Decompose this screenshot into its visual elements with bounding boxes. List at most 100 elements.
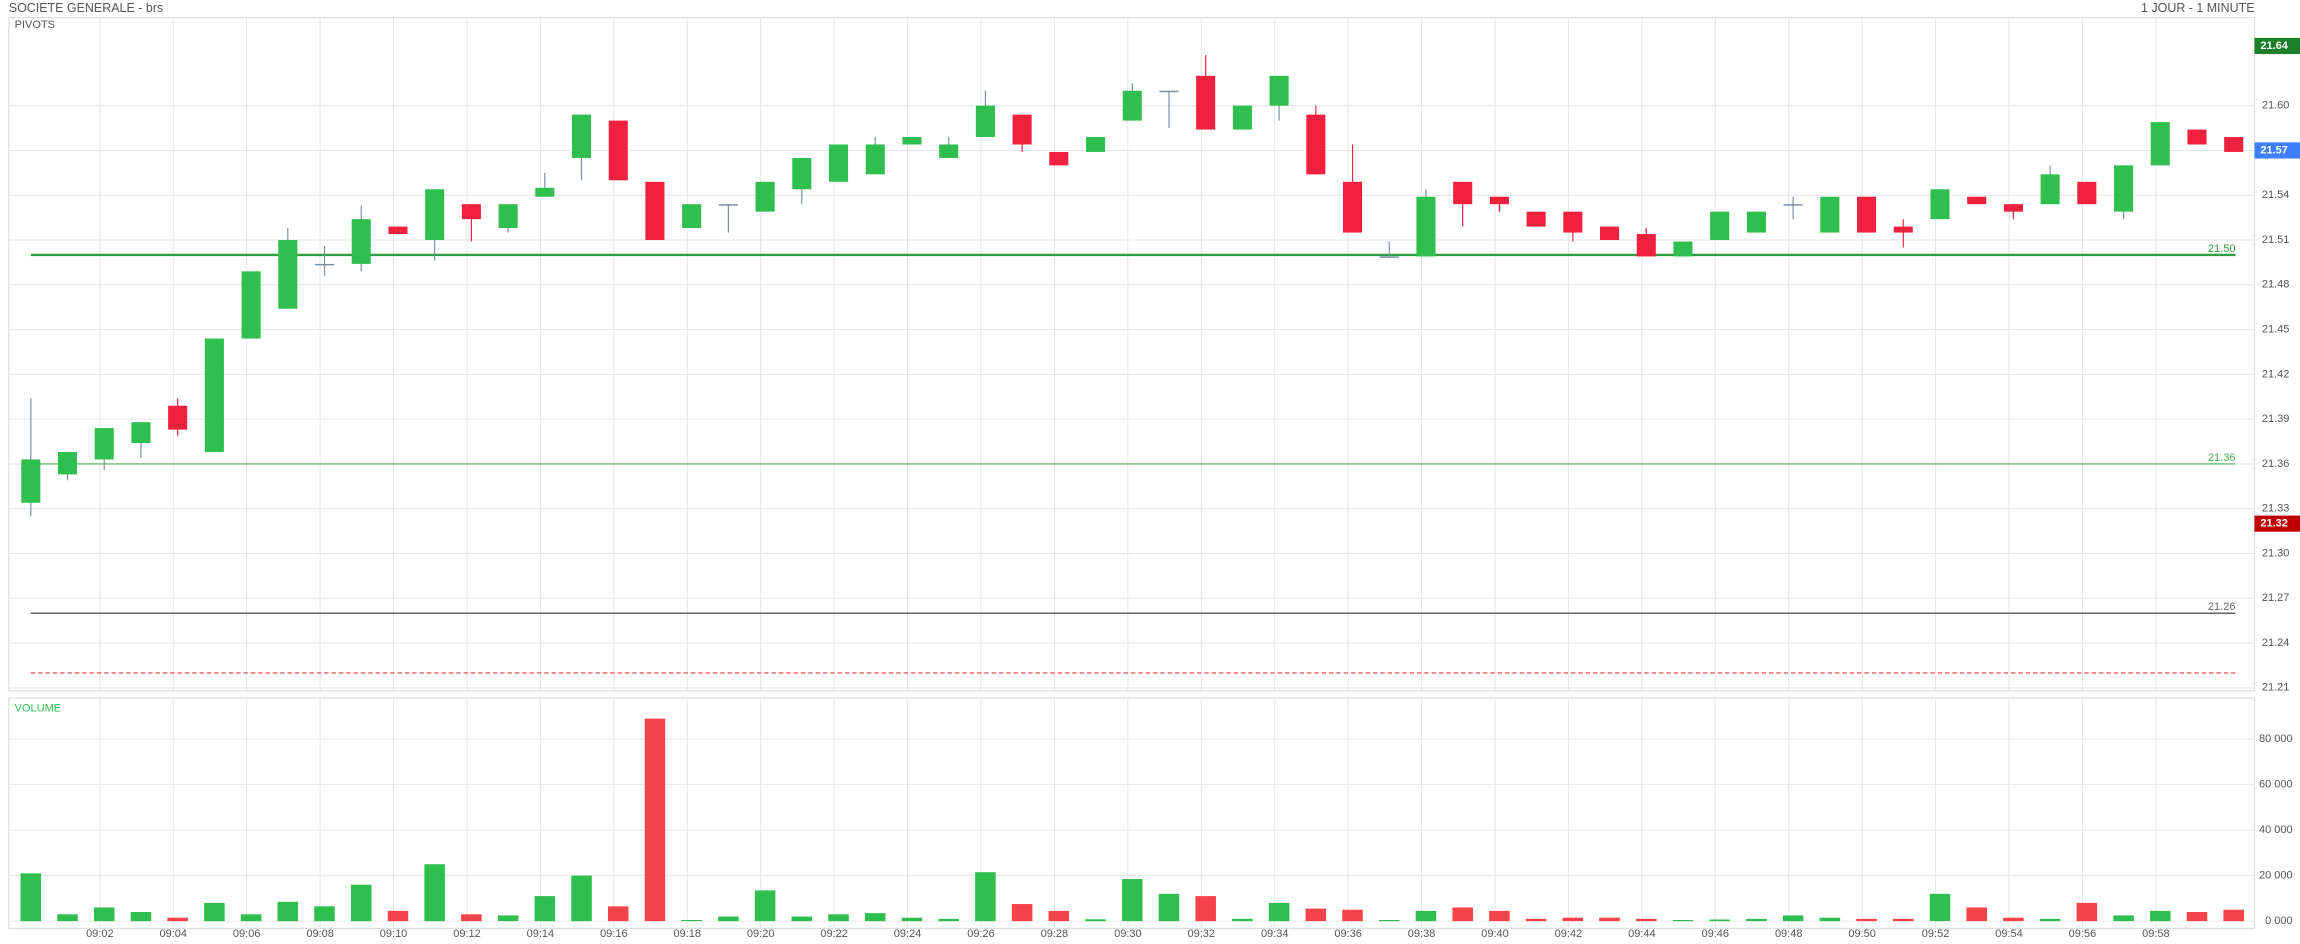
candle-body [1930,189,1950,220]
volume-bar [350,884,372,922]
candle-body [975,105,995,138]
y-tick-label: 60 000 [2259,779,2293,791]
volume-bar [1011,904,1033,922]
panel-label: PIVOTS [15,19,55,31]
volume-bar [1856,918,1877,922]
candle-body [1269,75,1289,106]
volume-bar [1599,917,1620,922]
x-tick-label: 09:34 [1261,928,1289,940]
volume-bar [681,919,702,922]
x-tick-label: 09:10 [380,928,408,940]
candle-body [351,219,371,264]
candle-body [608,120,628,181]
volume-bar [2076,902,2098,922]
candle-body [241,271,261,339]
y-tick-label: 21.51 [2262,234,2290,246]
candle-body [1710,211,1730,241]
x-tick-label: 09:06 [233,928,261,940]
volume-bar [130,912,152,922]
candle-body [535,187,555,197]
candle-body [168,405,188,430]
volume-bar [461,914,482,922]
candle-body [1122,90,1142,121]
volume-bar [20,873,42,922]
candle-body [828,144,849,182]
candle-body [1416,196,1436,257]
volume-label: VOLUME [15,702,61,714]
candle-body [498,204,518,229]
candle-body [1232,105,1252,130]
volume-bar [975,872,996,922]
candle-body [1049,151,1069,166]
volume-bar [1489,910,1510,922]
candle-body [94,428,114,460]
volume-bar [1746,918,1767,922]
volume-bar [1525,918,1547,922]
volume-bar [1782,915,1804,922]
candle-body [2224,137,2244,152]
volume-bar [1342,909,1363,922]
candle-body [1453,181,1473,205]
volume-bar [1929,893,1951,922]
chart-subtitle: 1 JOUR - 1 MINUTE [2141,1,2254,15]
x-tick-label: 09:36 [1334,928,1362,940]
x-tick-label: 09:44 [1628,928,1656,940]
candle-body [425,189,445,241]
x-tick-label: 09:52 [1922,928,1950,940]
candle-body [388,226,408,235]
candle-body [1820,196,1840,233]
price-badge [2254,37,2300,55]
volume-bar [2113,915,2134,922]
volume-bar [2039,918,2061,922]
x-tick-label: 09:22 [820,928,848,940]
volume-bar [387,910,409,922]
volume-bar [1892,918,1914,922]
candle-body [755,181,775,212]
candle-body [902,137,922,145]
candle-body [645,181,665,241]
candle-body [1379,256,1399,258]
y-tick-label: 21.42 [2262,368,2290,380]
x-tick-label: 09:30 [1114,928,1142,940]
volume-bar [938,918,959,922]
x-tick-label: 09:46 [1702,928,1730,940]
candle-body [1673,241,1693,257]
volume-bar [1452,907,1473,922]
x-tick-label: 09:12 [453,928,481,940]
x-tick-label: 09:16 [600,928,628,940]
volume-bar [607,906,629,922]
y-tick-label: 80 000 [2259,733,2293,745]
volume-bar [57,914,78,922]
candle-body [1746,211,1766,233]
x-tick-label: 09:56 [2069,928,2097,940]
volume-bar [1966,907,1987,922]
pivot-label: 21.26 [2208,601,2236,613]
y-tick-label: 40 000 [2259,824,2293,836]
candle-body [1489,196,1509,205]
candle-body [2187,129,2207,145]
candle-body [1526,211,1546,227]
x-tick-label: 09:32 [1188,928,1216,940]
x-tick-label: 09:54 [1995,928,2023,940]
candle-body [204,338,224,452]
y-tick-label: 21.21 [2262,682,2290,694]
y-tick-label: 21.36 [2262,458,2290,470]
chart-title: SOCIETE GENERALE - brs [9,1,163,15]
price-badge-label: 21.57 [2260,144,2288,156]
y-tick-label: 21.54 [2262,189,2290,201]
x-tick-label: 09:20 [747,928,775,940]
x-tick-label: 09:24 [894,928,922,940]
x-tick-label: 09:50 [1848,928,1876,940]
price-badge [2254,515,2300,532]
volume-bar [1048,910,1070,922]
volume-bar [644,718,666,922]
volume-bar [901,917,923,922]
x-tick-label: 09:08 [306,928,334,940]
volume-bar [314,906,335,922]
candle-body [1600,226,1620,241]
candle-body [1967,196,1987,205]
volume-bar [1268,902,1290,922]
volume-bar [2003,917,2024,922]
volume-bar [1709,919,1730,922]
